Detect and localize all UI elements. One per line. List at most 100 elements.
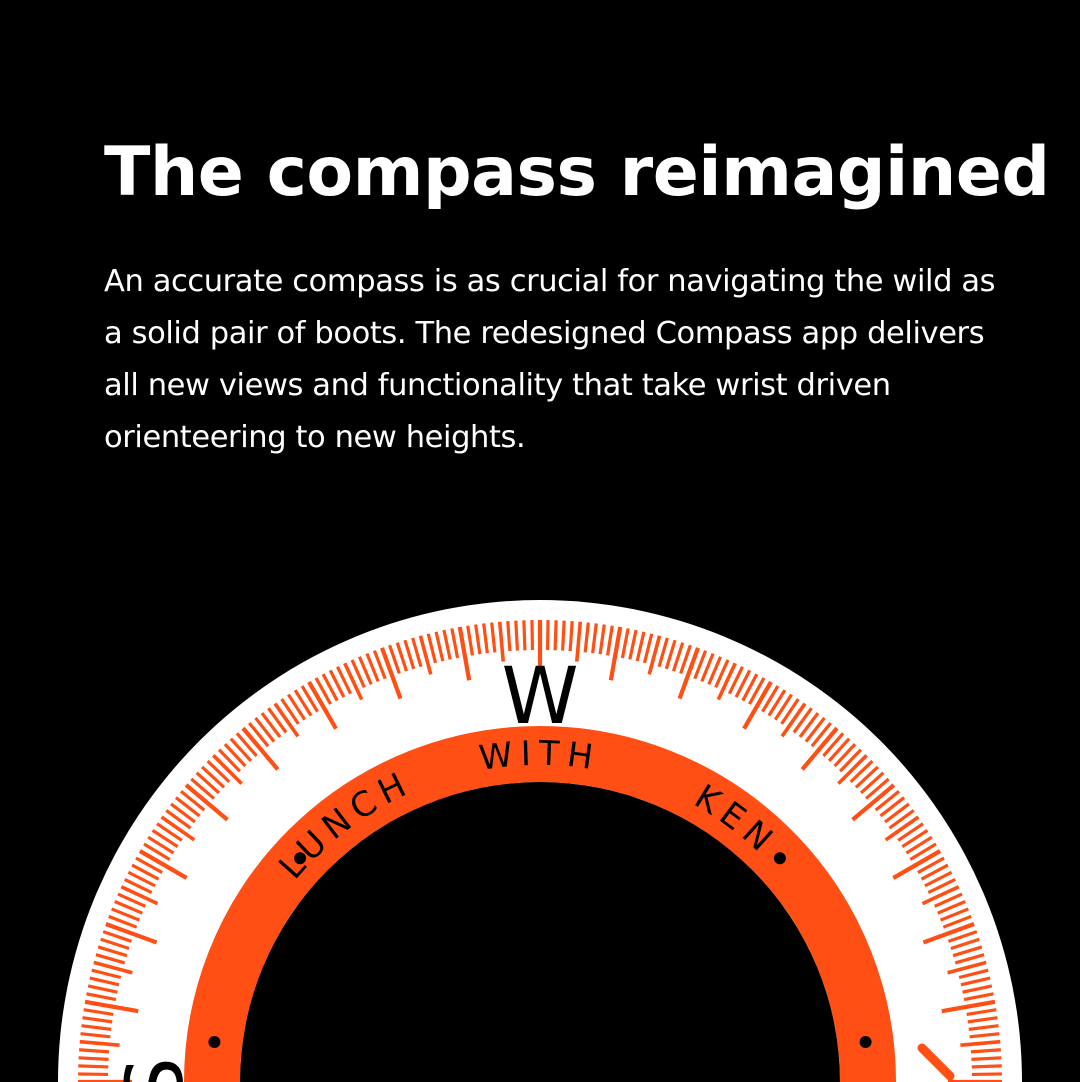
tick-mark (86, 992, 117, 1002)
page-title: The compass reimagined (104, 133, 1050, 212)
tick-mark (767, 689, 787, 717)
tick-mark (568, 621, 574, 652)
tick-mark (884, 815, 920, 842)
tick-mark (497, 621, 506, 662)
tick-mark (647, 635, 662, 675)
tick-mark (418, 635, 433, 675)
tick-mark (947, 960, 987, 975)
tick-mark (714, 659, 730, 689)
tick-mark (111, 907, 141, 922)
tick-mark (879, 796, 906, 818)
tick-mark (884, 802, 910, 824)
tick-mark (78, 1064, 109, 1069)
tick-mark (969, 1032, 1000, 1039)
tick-mark (804, 716, 826, 743)
tick-mark (81, 1024, 112, 1031)
tick-mark (442, 629, 452, 660)
tick-mark (273, 702, 300, 738)
tick-mark (365, 653, 380, 683)
tick-mark (403, 639, 416, 670)
tick-mark (970, 1048, 1001, 1054)
tick-mark (147, 835, 175, 855)
tick-mark (967, 1016, 998, 1024)
description-paragraph: An accurate compass is as crucial for na… (104, 264, 996, 455)
dial-center (240, 782, 840, 1082)
tick-mark (635, 631, 646, 662)
tick-mark (350, 659, 366, 689)
tick-mark (260, 712, 282, 738)
tick-mark (138, 849, 188, 880)
tick-mark (457, 626, 472, 681)
tick-mark (838, 748, 863, 773)
tick-mark (963, 992, 994, 1002)
tick-mark (933, 892, 963, 908)
tick-mark (174, 796, 201, 818)
tick-mark (874, 790, 901, 812)
waypoint-ring (184, 726, 896, 1082)
tick-mark (837, 754, 868, 785)
tick-mark (206, 759, 231, 784)
tick-mark (947, 930, 978, 943)
tick-mark (924, 870, 953, 888)
tick-mark (84, 999, 139, 1014)
tick-mark (545, 620, 550, 651)
tick-mark (780, 698, 800, 725)
tick-mark (971, 1056, 1002, 1061)
waypoint-dots (208, 852, 872, 1049)
tick-mark (742, 680, 773, 730)
tick-mark (102, 930, 133, 943)
tick-mark (114, 900, 143, 915)
tick-mark (664, 639, 677, 670)
tick-mark (83, 1008, 114, 1017)
tick-mark (93, 960, 133, 975)
tick-mark (254, 716, 276, 743)
tick-mark (300, 685, 319, 713)
tick-mark (888, 809, 915, 830)
tick-mark (79, 1039, 120, 1048)
tick-mark (941, 999, 996, 1014)
tick-mark (677, 647, 700, 700)
tick-mark (700, 653, 715, 683)
tick-mark (968, 1024, 999, 1031)
tick-mark (395, 642, 409, 672)
tick-mark (679, 644, 692, 675)
tick-mark (248, 721, 270, 748)
tick-mark (905, 835, 933, 855)
tick-mark (827, 737, 851, 763)
tick-mark (201, 765, 226, 789)
tick-mark (960, 1039, 1001, 1048)
waypoint-dot (294, 852, 307, 865)
tick-mark (901, 829, 929, 849)
tick-mark (100, 937, 130, 951)
bezel-tick-marks (78, 620, 1002, 1082)
tick-mark (474, 624, 482, 655)
tick-mark (82, 1016, 113, 1024)
tick-mark (716, 662, 737, 701)
tick-mark (179, 790, 206, 812)
tick-mark (307, 680, 338, 730)
tick-mark (642, 633, 654, 664)
tick-mark (854, 765, 879, 789)
tick-mark (608, 626, 623, 681)
tick-mark (553, 620, 558, 651)
tick-mark (960, 976, 991, 987)
tick-mark (605, 625, 614, 656)
tick-mark (707, 656, 722, 685)
tick-mark (864, 777, 890, 800)
tick-mark (822, 732, 845, 758)
tick-mark (105, 922, 158, 945)
tick-mark (223, 743, 247, 768)
tick-mark (958, 968, 989, 980)
tick-mark (78, 1056, 109, 1061)
tick-mark (810, 721, 832, 748)
tick-mark (482, 623, 489, 654)
tick-mark (954, 953, 985, 965)
tick-mark (131, 863, 160, 881)
tick-mark (506, 621, 512, 652)
tick-mark (950, 937, 980, 951)
tick-mark (91, 968, 122, 980)
tick-mark (450, 628, 460, 659)
tick-mark (671, 642, 685, 672)
cardinal-s-label: S (111, 1057, 201, 1082)
